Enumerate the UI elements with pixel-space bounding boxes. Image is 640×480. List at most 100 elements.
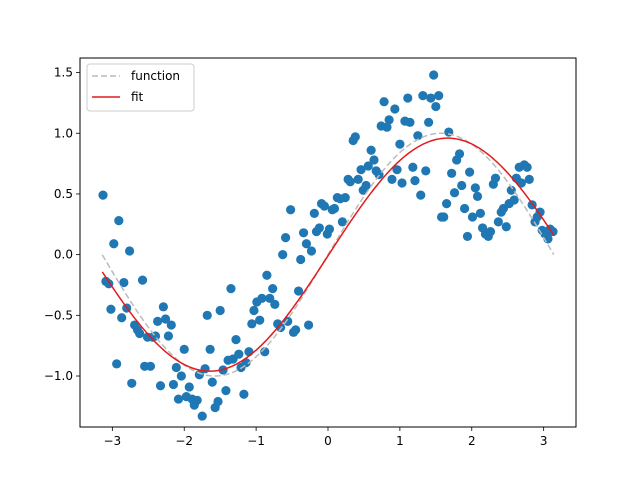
data-point — [303, 320, 314, 330]
data-point — [465, 167, 475, 177]
data-point — [329, 203, 340, 214]
data-point — [382, 122, 392, 132]
data-point — [454, 149, 465, 159]
x-tick-label: 1 — [396, 434, 404, 448]
data-point — [475, 208, 485, 218]
data-point — [416, 190, 426, 200]
data-point — [98, 190, 108, 200]
data-point — [424, 117, 434, 127]
data-point — [426, 93, 436, 103]
data-point — [337, 217, 347, 227]
data-point — [257, 293, 267, 303]
data-point — [522, 162, 532, 172]
data-point — [283, 316, 293, 326]
fit-curve — [101, 137, 555, 372]
data-point — [298, 228, 309, 238]
y-tick-label: 0.0 — [54, 248, 73, 262]
data-point — [244, 347, 254, 357]
data-point — [171, 362, 181, 373]
data-point — [234, 349, 244, 359]
data-point — [125, 246, 135, 256]
data-point — [429, 70, 439, 80]
data-point — [112, 359, 122, 369]
data-point — [462, 231, 473, 242]
x-tick-label: 3 — [540, 434, 548, 448]
data-point — [173, 394, 184, 404]
data-point — [278, 250, 288, 260]
plot-area — [98, 70, 558, 421]
data-point — [202, 310, 212, 320]
data-point — [280, 233, 291, 243]
data-point — [270, 299, 280, 310]
data-point — [395, 139, 405, 149]
data-point — [439, 212, 449, 222]
data-point — [421, 166, 431, 176]
data-point — [524, 174, 534, 184]
data-point — [493, 217, 503, 227]
data-point — [403, 93, 413, 103]
data-point — [379, 97, 389, 107]
data-point — [356, 165, 366, 175]
data-point — [293, 286, 304, 296]
legend-fit-label: fit — [131, 90, 144, 104]
data-point — [350, 132, 360, 142]
data-point — [166, 320, 176, 330]
y-tick-label: 1.0 — [54, 126, 73, 140]
data-point — [442, 199, 452, 209]
data-point — [168, 379, 179, 390]
data-point — [249, 305, 259, 316]
data-point — [447, 168, 457, 178]
data-point — [485, 226, 496, 237]
data-point — [408, 162, 418, 172]
data-point — [418, 91, 428, 101]
y-tick-label: −1.0 — [44, 369, 73, 383]
y-tick-label: 0.5 — [54, 187, 73, 201]
data-point — [275, 322, 286, 333]
data-point — [361, 180, 371, 191]
data-point — [226, 284, 236, 294]
data-point — [247, 319, 257, 329]
legend-function-label: function — [131, 69, 180, 83]
axis-ticks: −3 −2 −1 0 1 2 3 −1.0 −0.5 0.0 0.5 1.0 1.5 — [44, 66, 548, 448]
data-point — [119, 277, 129, 288]
data-point — [200, 364, 210, 374]
data-point — [369, 155, 379, 165]
x-tick-label: −3 — [103, 434, 121, 448]
data-point — [239, 389, 249, 399]
data-point — [314, 223, 324, 233]
data-point — [184, 382, 194, 392]
data-point — [413, 131, 423, 141]
data-point — [324, 224, 335, 234]
data-point — [197, 411, 207, 421]
data-point — [158, 302, 168, 312]
data-point — [291, 325, 301, 335]
data-point — [145, 361, 156, 371]
data-point — [114, 216, 124, 226]
data-point — [390, 104, 400, 114]
data-point — [215, 305, 225, 316]
data-point — [286, 205, 296, 215]
data-point — [265, 293, 275, 303]
data-point — [207, 377, 217, 387]
data-point — [176, 371, 186, 381]
data-point — [384, 115, 394, 125]
data-point — [405, 117, 415, 127]
data-point — [163, 331, 174, 341]
data-point — [345, 177, 355, 187]
data-point — [117, 313, 127, 323]
data-point — [472, 191, 483, 201]
data-point — [160, 314, 171, 324]
data-point — [459, 203, 470, 214]
data-point — [392, 165, 402, 175]
data-point — [213, 396, 223, 407]
data-point — [501, 222, 511, 232]
x-tick-label: −1 — [247, 434, 265, 448]
data-point — [353, 174, 363, 184]
x-tick-label: 0 — [324, 434, 332, 448]
data-point — [431, 101, 441, 112]
data-point — [434, 91, 444, 101]
data-point — [109, 239, 119, 249]
data-point — [509, 195, 519, 205]
data-point — [309, 208, 319, 218]
